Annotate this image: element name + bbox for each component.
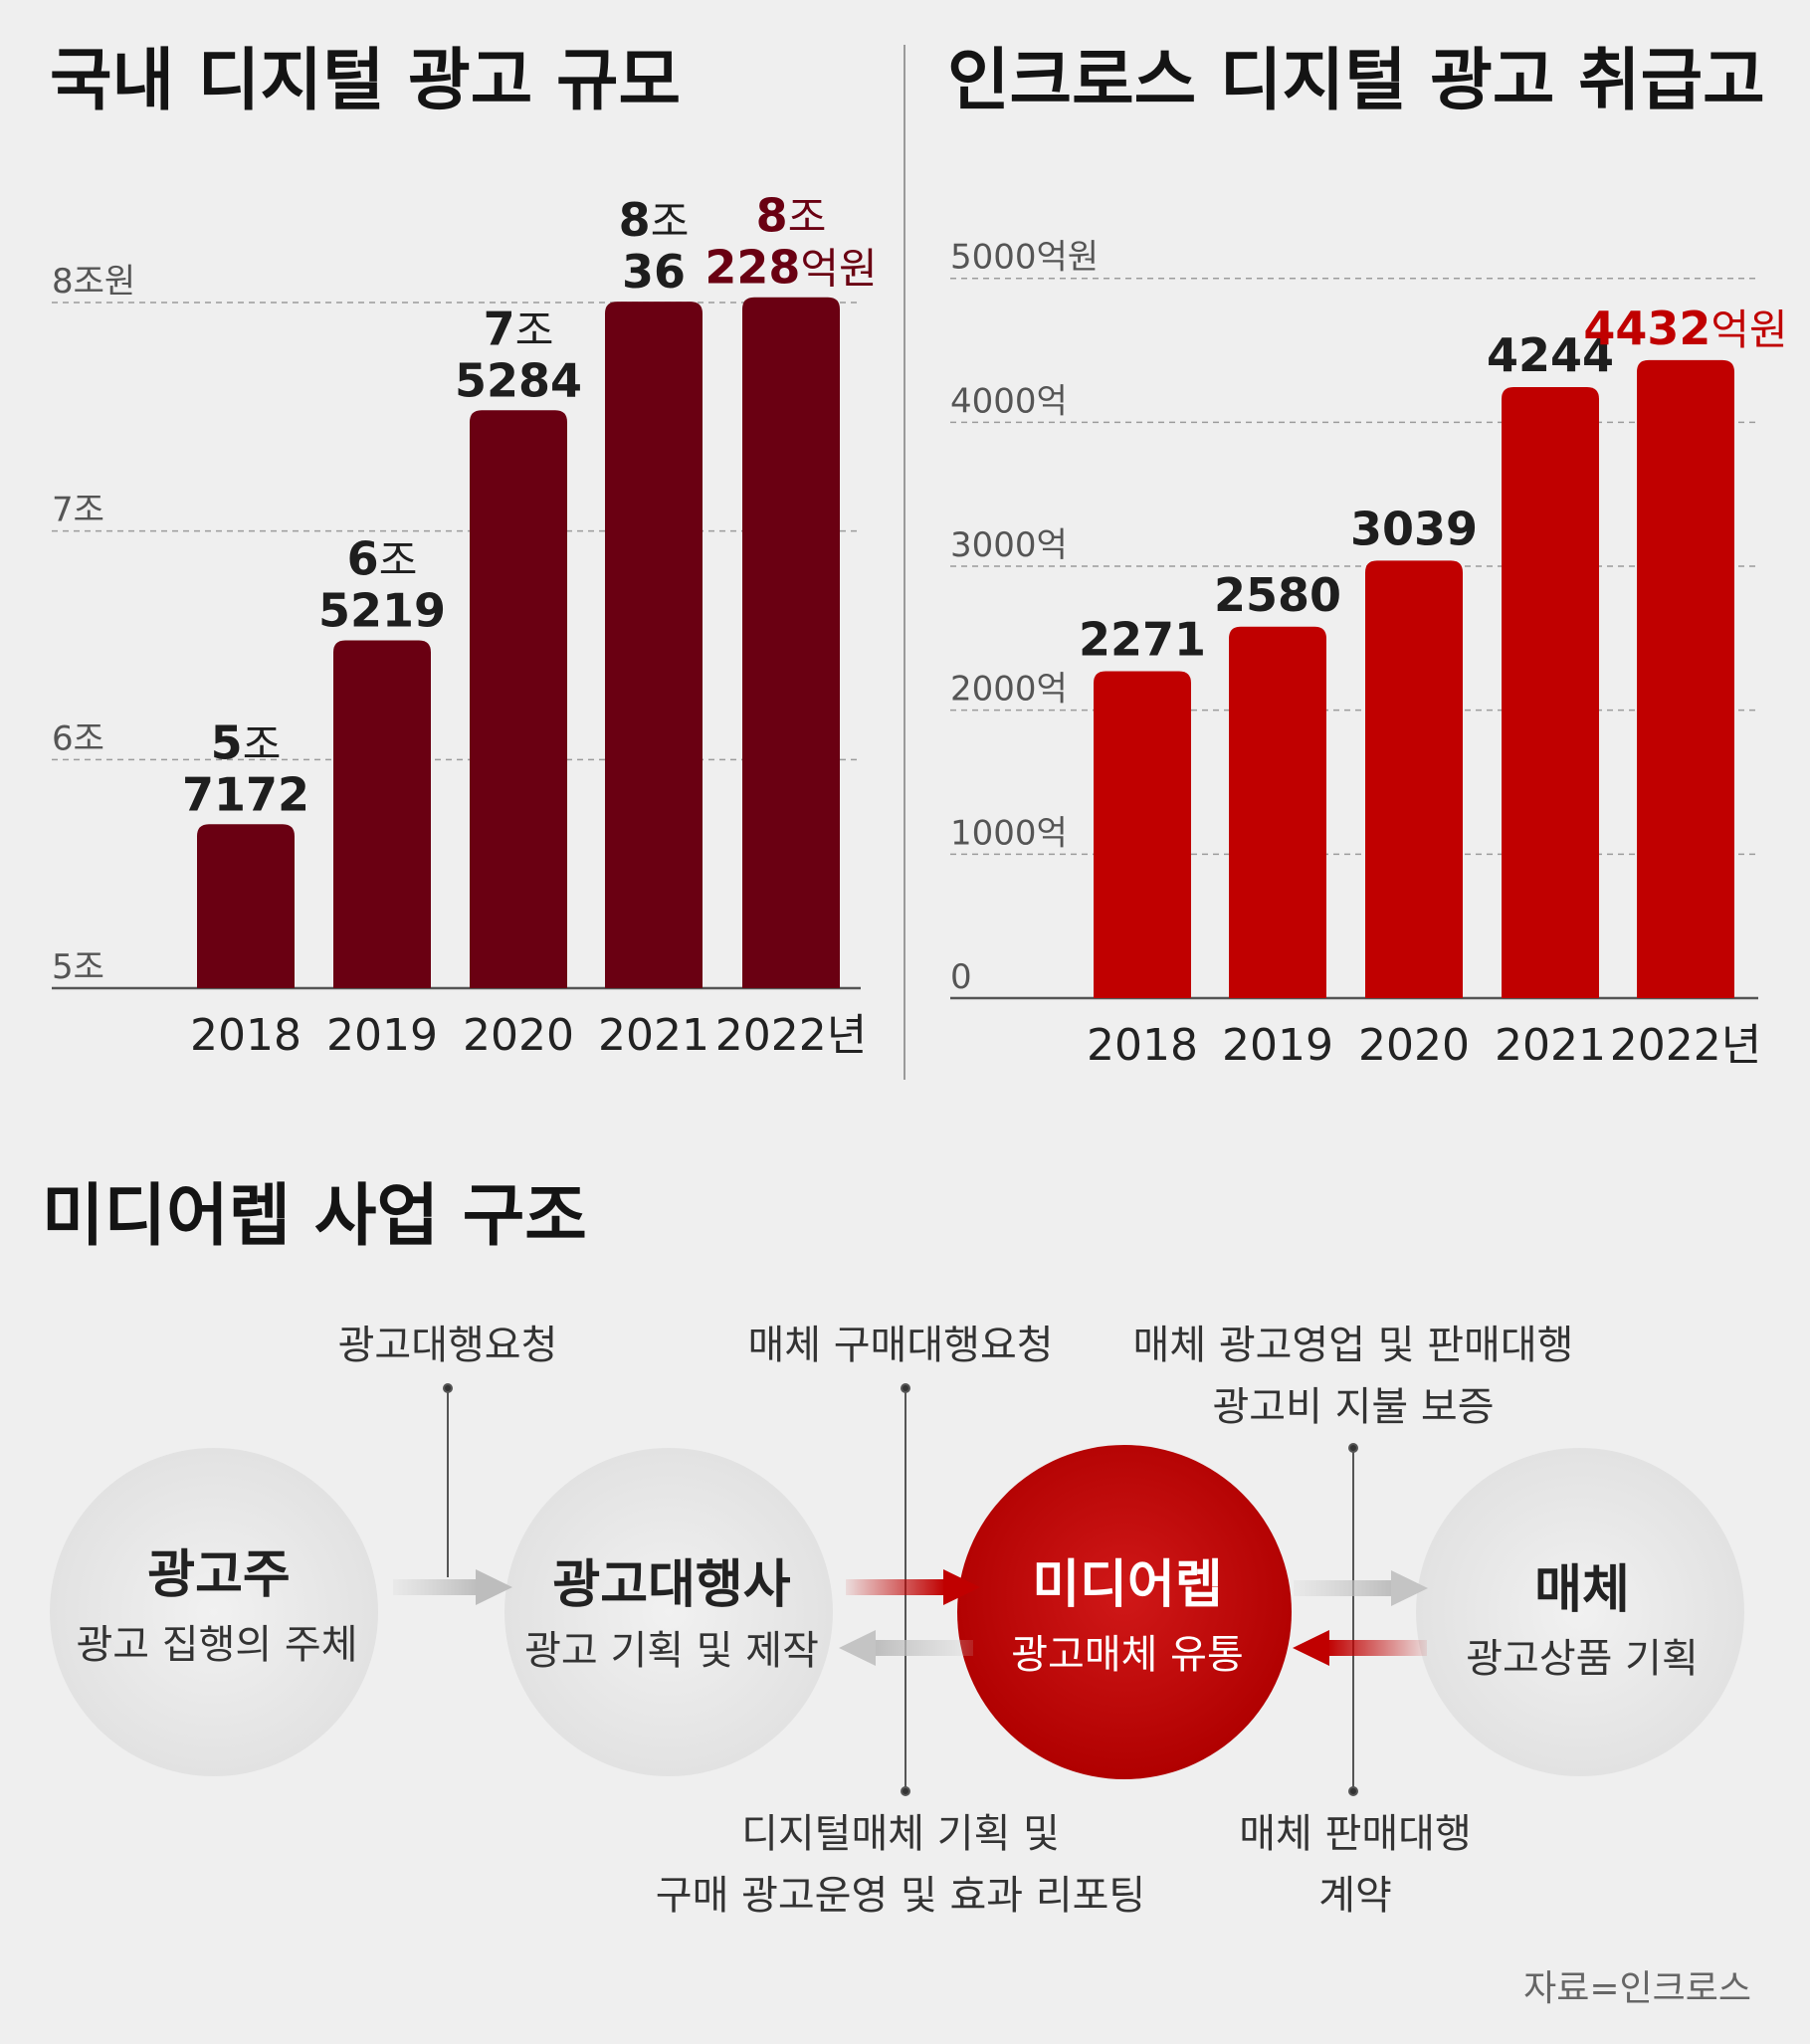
- bar-2020: [1365, 560, 1463, 998]
- note-media-contract-line1: 매체 판매대행: [1239, 1811, 1472, 1857]
- value-label-line2: 228억원: [704, 241, 877, 295]
- y-tick-label: 1000억: [950, 813, 1068, 853]
- media-rep-structure-diagram: 미디어렙 사업 구조: [42, 1177, 1744, 1919]
- note-digital-plan-line2: 구매 광고운영 및 효과 리포팅: [656, 1873, 1145, 1919]
- y-tick-label: 5조: [52, 947, 104, 987]
- value-label: 4244: [1487, 328, 1614, 382]
- x-tick-label: 2020: [1358, 1020, 1470, 1071]
- y-tick-label: 5000억원: [950, 238, 1099, 278]
- y-tick-label: 6조: [52, 718, 104, 758]
- x-tick-label: 2018: [1087, 1020, 1198, 1071]
- note-media-contract-line2: 계약: [1318, 1873, 1392, 1919]
- chart-title-incross: 인크로스 디지털 광고 취급고: [947, 42, 1765, 120]
- note-digital-plan-line1: 디지털매체 기획 및: [741, 1811, 1060, 1857]
- chart-title-domestic: 국내 디지털 광고 규모: [50, 42, 681, 120]
- value-label-line2: 5219: [318, 583, 446, 637]
- grid-lines: [950, 277, 1758, 1000]
- bar-2019: [1229, 626, 1326, 998]
- node-mediarep-title: 미디어렙: [1032, 1555, 1222, 1615]
- node-advertiser-title: 광고주: [147, 1545, 291, 1605]
- value-label: 2271: [1079, 612, 1206, 666]
- source-credit: 자료=인크로스: [1523, 1968, 1751, 2009]
- value-label-line1: 8조: [756, 189, 827, 243]
- value-label-line1: 6조: [347, 531, 418, 585]
- node-agency-circle: [504, 1448, 833, 1776]
- bar-2018: [1094, 671, 1191, 998]
- bar-2021: [1502, 387, 1599, 998]
- y-tick-label: 7조: [52, 491, 104, 530]
- node-media-circle: [1416, 1448, 1744, 1776]
- arrow-mediarep-to-media: [1294, 1570, 1428, 1606]
- value-label: 4432억원: [1583, 302, 1787, 355]
- value-label: 3039: [1350, 502, 1478, 555]
- node-media-subtitle: 광고상품 기획: [1466, 1636, 1699, 1682]
- x-tick-label: 2018: [190, 1010, 302, 1061]
- bar-2021: [605, 302, 703, 989]
- note-media-sales-line1: 매체 광고영업 및 판매대행: [1133, 1323, 1574, 1368]
- note-agency-request: 광고대행요청: [338, 1323, 558, 1368]
- x-tick-label: 2021: [598, 1010, 709, 1061]
- y-tick-label: 2000억: [950, 670, 1068, 710]
- bars: [1094, 359, 1734, 998]
- arrow-advertiser-to-agency: [393, 1569, 512, 1605]
- y-tick-label: 8조원: [52, 262, 135, 302]
- x-tick-label: 2019: [326, 1010, 438, 1061]
- node-advertiser-subtitle: 광고 집행의 주체: [76, 1622, 357, 1668]
- bar-2022년: [1637, 359, 1734, 998]
- x-tick-label: 2019: [1222, 1020, 1333, 1071]
- bar-2022년: [742, 297, 840, 988]
- bar-2019: [333, 640, 431, 988]
- bar-2020: [470, 410, 567, 988]
- y-tick-labels: 0 1000억 2000억 3000억 4000억 5000억원: [950, 238, 1099, 997]
- x-tick-label: 2021: [1495, 1020, 1606, 1071]
- value-label: 2580: [1214, 568, 1341, 622]
- x-tick-label: 2022년: [715, 1010, 867, 1061]
- note-media-sales-line2: 광고비 지불 보증: [1212, 1384, 1494, 1430]
- node-media-title: 매체: [1534, 1560, 1630, 1620]
- x-tick-labels: 2018 2019 2020 2021 2022년: [1087, 1020, 1761, 1071]
- bars: [197, 297, 840, 989]
- note-media-buy-request: 매체 구매대행요청: [747, 1323, 1053, 1368]
- arrow-agency-to-mediarep: [846, 1569, 980, 1605]
- value-label-line2: 36: [622, 245, 686, 299]
- grid-lines: [52, 302, 861, 990]
- node-mediarep-circle: [957, 1445, 1292, 1779]
- value-label-line1: 5조: [211, 715, 282, 769]
- value-label-line1: 7조: [484, 302, 554, 355]
- y-tick-label: 0: [950, 957, 972, 997]
- y-tick-label: 4000억: [950, 381, 1068, 421]
- value-label-line1: 8조: [619, 193, 690, 247]
- x-tick-label: 2022년: [1610, 1020, 1761, 1071]
- node-agency-title: 광고대행사: [552, 1555, 790, 1615]
- x-tick-label: 2020: [463, 1010, 574, 1061]
- y-tick-labels: 5조 6조 7조 8조원: [52, 262, 135, 987]
- value-label-line2: 7172: [182, 767, 309, 821]
- node-advertiser-circle: [50, 1448, 378, 1776]
- domestic-ad-chart: 국내 디지털 광고 규모 5조71726조52197조52848조368조228…: [50, 42, 878, 1061]
- y-tick-label: 3000억: [950, 525, 1068, 565]
- node-agency-subtitle: 광고 기획 및 제작: [524, 1628, 819, 1674]
- arrow-mediarep-to-agency: [839, 1630, 973, 1666]
- x-tick-labels: 2018 2019 2020 2021 2022년: [190, 1010, 867, 1061]
- bar-2018: [197, 824, 295, 988]
- arrow-media-to-mediarep: [1293, 1630, 1427, 1666]
- structure-title: 미디어렙 사업 구조: [42, 1177, 587, 1256]
- node-mediarep-subtitle: 광고매체 유통: [1011, 1632, 1244, 1678]
- value-label-line2: 5284: [455, 353, 582, 407]
